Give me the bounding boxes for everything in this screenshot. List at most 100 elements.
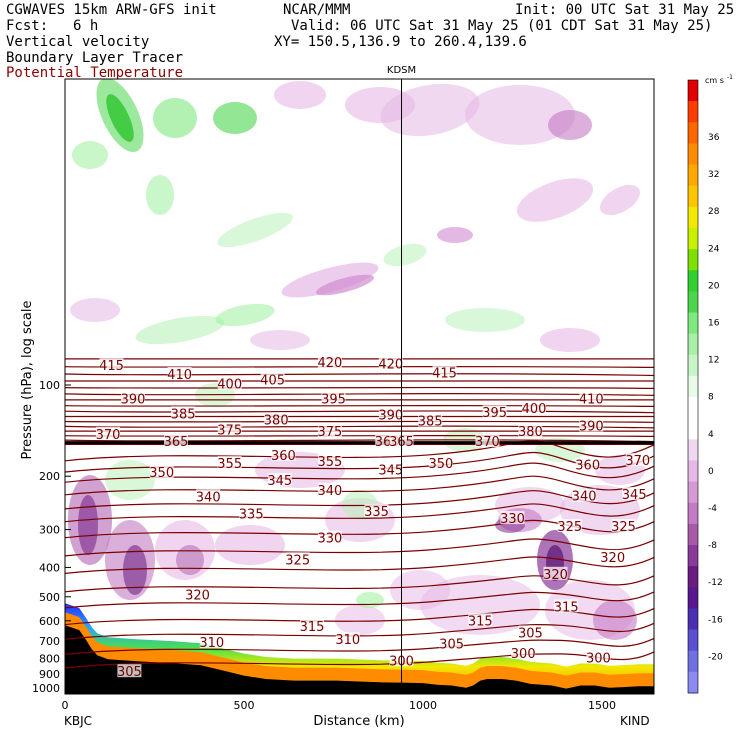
color-bar: cm s -1 36 32 28 24 20 16 12 8 4 0 -4 -8 -12 -16 -20 [687,74,733,694]
color-bar-segment [688,80,698,102]
color-bar-tick-label: 12 [708,356,719,366]
isentrope-label-bg [300,618,324,632]
color-bar-segment [688,587,698,609]
isentrope-label-bg [622,487,647,500]
velocity-contour [445,308,525,332]
y-tick-label: 900 [39,668,60,681]
isentrope-line [65,462,654,483]
isentrope-label-bg [511,645,536,659]
isentrope-label: 345 [622,488,647,503]
y-tick-label: 600 [39,615,60,628]
isentrope-line [65,538,654,557]
isentrope-line [65,440,654,462]
isentrope-label: 300 [511,647,536,662]
x-axis-label: Distance (km) [313,714,404,729]
isentrope-label: 365 [164,435,189,450]
isentrope-label-bg [335,632,360,646]
velocity-contour [548,110,592,140]
color-bar-tick-label: 24 [708,244,720,254]
color-bar-tick-label: 20 [708,281,720,291]
color-bar-units-exponent: -1 [727,74,733,81]
isentrope-line [65,386,654,389]
isentrope-label-bg [321,391,346,405]
color-bar-tick-label: 16 [708,319,720,329]
isentrope-label: 320 [543,568,568,583]
color-bar-segment [688,545,698,567]
org-label: NCAR/MMM [283,2,351,18]
isentrope-label: 400 [217,378,242,393]
color-bar-segment [688,185,698,208]
color-bar-units: cm s [705,76,724,85]
isentrope-label-bg [185,587,210,601]
plot-frame [64,78,655,695]
y-tick-label: 1000 [32,682,60,695]
isentrope-label-bg [428,456,453,470]
color-bar-segment [688,608,698,631]
isentrope-label: 360 [271,449,296,464]
isentrope-label-bg [167,367,192,380]
velocity-contour [600,184,640,216]
color-bar-segment [688,291,698,314]
isentrope-label-bg [239,506,264,520]
terrain-ground [65,625,654,694]
valid-time: Valid: 06 UTC Sat 31 May 25 (01 CDT Sat … [291,18,713,34]
isentrope-label-bg [418,413,443,427]
isentrope-label: 415 [99,359,124,374]
isentrope-label-bg [96,426,120,440]
color-bar-frame [687,79,699,694]
isentrope-label-bg [285,552,310,566]
isentrope-label-bg [196,489,221,503]
isentrope-label-bg [121,391,145,405]
isentrope-label-bg [554,599,579,613]
color-bar-tick-label: 0 [708,467,714,477]
isentrope-label-bg [271,447,296,461]
isentrope-label: 375 [317,425,342,440]
isentrope-label-bg [572,488,597,502]
xy-range: XY= 150.5,136.9 to 260.4,139.6 [274,34,527,50]
isentrope-label-bg [378,407,403,421]
isentrope-line [65,425,654,429]
isentrope-line [65,404,654,407]
isentrope-label: 355 [317,455,342,470]
isentrope-label-bg [217,422,242,436]
isentrope-label: 330 [500,512,525,527]
x-tick-label: 1500 [588,699,616,712]
isentrope-label-bg [267,473,292,487]
isentrope-label-bg [317,355,342,369]
velocity-contour [135,315,225,345]
isentrope-label-bg [482,405,507,419]
color-bar-segment [688,397,698,419]
isentrope-label: 325 [557,520,582,535]
isentrope-label-bg [468,613,493,627]
velocity-contour [72,141,108,169]
isentrope-label-bg [475,434,500,447]
color-bar-tick-label: 32 [708,170,719,180]
isentrope-label-bg [117,664,142,678]
isentrope-label-bg [522,400,546,414]
isentrope-label: 320 [600,551,625,566]
color-bar-segment [688,481,698,504]
color-bar-segment [688,418,698,440]
isentrope-label: 420 [317,356,342,371]
isentrope-label: 345 [378,464,403,479]
isentrope-line [65,637,654,655]
isentrope-label: 350 [428,457,453,472]
color-bar-tick-label: 4 [708,430,714,440]
velocity-contour [593,600,637,640]
isentrope-label-bg [432,365,457,379]
isentrope-label-bg [500,511,525,525]
isentrope-label-bg [164,434,188,447]
isentrope-label: 355 [217,457,242,472]
isentrope-label: 305 [439,638,464,653]
isentrope-label: 390 [378,408,403,423]
color-bar-segment [688,333,698,356]
isentrope-line [65,622,654,640]
isentrope-label-bg [579,418,604,432]
color-bar-segment [688,249,698,271]
isentrope-label-bg [575,457,600,471]
isentrope-label: 315 [300,620,325,635]
isentrope-label: 370 [475,435,500,450]
isentrope-line [65,439,654,443]
isentrope-label-bg [199,635,224,648]
color-bar-segment [688,439,698,461]
